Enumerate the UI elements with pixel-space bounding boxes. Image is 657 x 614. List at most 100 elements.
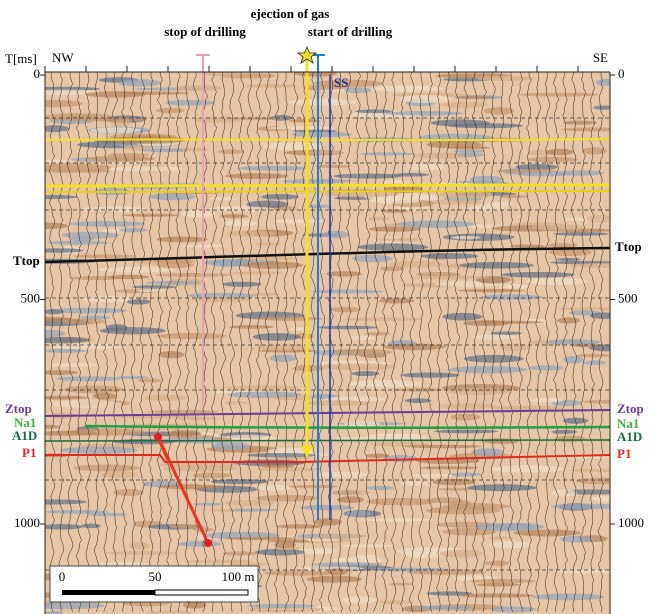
- trace: [553, 72, 560, 613]
- reflector: [168, 429, 201, 437]
- reflector: [491, 465, 564, 473]
- reflector: [476, 75, 535, 82]
- trace: [291, 72, 299, 613]
- reflector: [122, 213, 179, 217]
- reflector: [98, 562, 148, 567]
- trace: [561, 72, 569, 613]
- trace: [219, 72, 226, 613]
- direction: NW: [52, 50, 74, 65]
- reflector: [448, 472, 482, 477]
- trace: [535, 72, 542, 613]
- reflector: [158, 350, 185, 359]
- reflector: [527, 156, 579, 163]
- reflector: [145, 280, 202, 285]
- reflector: [45, 309, 64, 315]
- reflector: [332, 348, 393, 356]
- reflector: [448, 365, 528, 374]
- reflector: [379, 266, 405, 272]
- reflector: [217, 149, 245, 155]
- reflector: [156, 236, 208, 243]
- reflector: [99, 327, 166, 335]
- reflector: [515, 163, 558, 171]
- reflector: [224, 536, 294, 541]
- trace: [111, 72, 119, 613]
- reflector: [108, 274, 150, 280]
- reflector: [330, 306, 361, 313]
- reflector: [178, 541, 222, 547]
- reflector: [481, 438, 520, 444]
- reflector: [582, 399, 610, 404]
- reflector: [50, 362, 99, 367]
- trace: [247, 72, 253, 613]
- reflector: [137, 378, 162, 383]
- reflector: [254, 548, 305, 556]
- reflector: [562, 120, 598, 125]
- trace: [337, 72, 343, 613]
- reflector: [426, 591, 473, 596]
- reflector: [491, 606, 536, 613]
- reflector: [317, 471, 369, 478]
- reflector: [53, 343, 126, 350]
- reflector: [389, 260, 445, 268]
- reflector: [316, 164, 351, 169]
- reflector: [80, 206, 148, 213]
- reflector: [589, 312, 610, 319]
- reflector: [451, 235, 481, 240]
- trace: [130, 72, 137, 613]
- reflector: [456, 152, 484, 157]
- reflector: [82, 296, 138, 303]
- yellow-horizon: [44, 138, 611, 142]
- reflector: [263, 570, 336, 576]
- trace: [588, 72, 596, 613]
- reflector: [345, 510, 372, 517]
- reflector: [315, 100, 342, 104]
- reflector: [483, 107, 515, 115]
- reflector: [393, 172, 430, 177]
- arrow: [301, 446, 313, 458]
- point: [204, 539, 212, 547]
- reflector: [276, 524, 323, 529]
- reflector: [370, 85, 444, 92]
- reflector: [45, 499, 88, 505]
- reflector: [246, 200, 289, 209]
- reflector: [262, 142, 322, 151]
- reflector: [345, 317, 423, 321]
- reflector: [255, 316, 323, 321]
- reflector: [192, 472, 232, 479]
- reflector: [379, 600, 415, 605]
- tick-label: 500: [618, 290, 638, 305]
- reflector: [449, 146, 491, 150]
- trace: [435, 72, 443, 613]
- trace: [490, 72, 497, 613]
- reflector: [593, 105, 610, 110]
- reflector: [343, 421, 381, 427]
- reflector: [399, 94, 452, 103]
- reflector: [341, 544, 396, 548]
- reflector: [352, 254, 393, 263]
- reflector: [63, 385, 124, 394]
- reflector: [439, 549, 484, 558]
- reflector: [570, 468, 610, 473]
- reflector: [255, 242, 282, 246]
- reflector: [109, 156, 150, 161]
- reflector: [545, 339, 602, 345]
- reflector: [442, 528, 497, 536]
- trace: [58, 72, 64, 613]
- reflector: [260, 194, 299, 200]
- reflector: [490, 331, 523, 335]
- reflector: [307, 150, 344, 155]
- reflector: [463, 320, 511, 327]
- reflector: [368, 216, 390, 221]
- reflector: [273, 219, 324, 224]
- reflector: [381, 180, 410, 185]
- scale-label: 100 m: [222, 569, 255, 584]
- reflector: [52, 400, 122, 408]
- seismic-section: [45, 72, 610, 614]
- trace: [517, 72, 524, 612]
- reflector: [414, 605, 476, 611]
- reflector: [326, 271, 363, 277]
- trace: [202, 72, 209, 613]
- horizon-label: Ztop: [5, 401, 32, 416]
- reflector: [570, 263, 610, 268]
- reflector: [469, 175, 504, 184]
